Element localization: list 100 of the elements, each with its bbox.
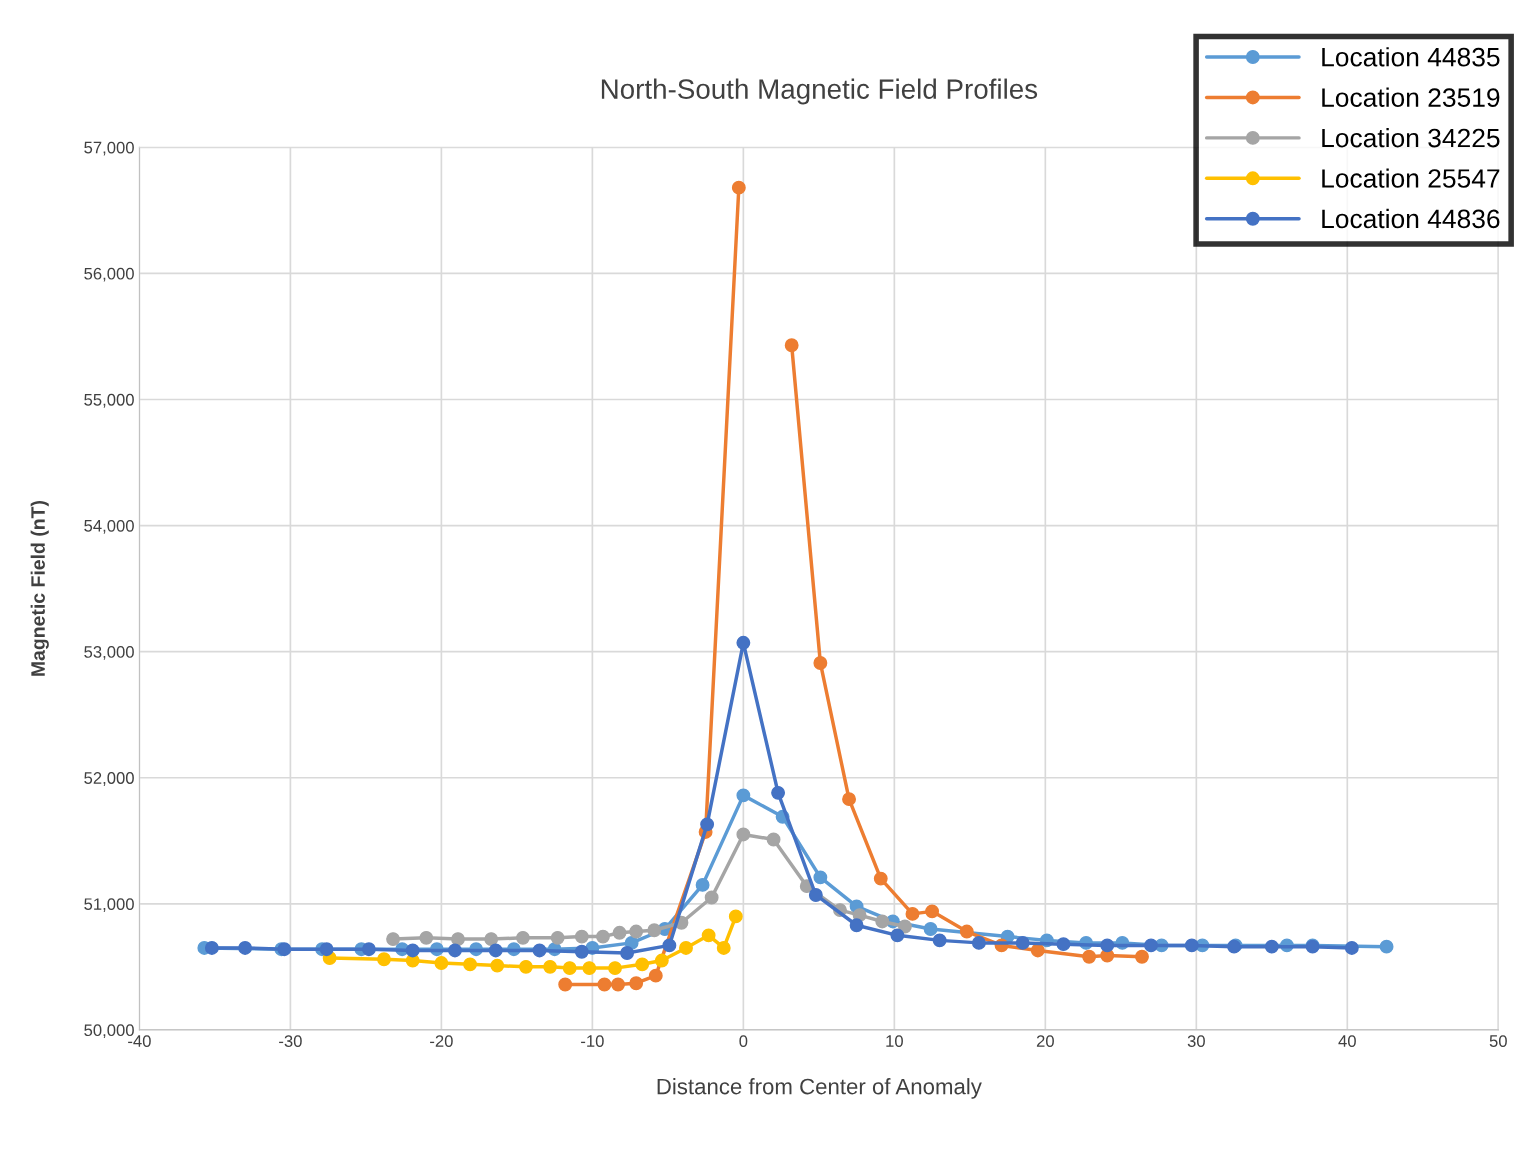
point	[611, 977, 625, 992]
y-tick-label: 51,000	[84, 898, 134, 912]
point	[562, 961, 577, 976]
point	[204, 940, 219, 955]
x-tick-label: 10	[886, 1035, 903, 1047]
point	[647, 923, 662, 938]
x-tick-label: 40	[1338, 1035, 1356, 1047]
point	[766, 832, 781, 847]
point	[971, 935, 986, 950]
point	[728, 909, 743, 924]
x-tick-label: -20	[430, 1035, 453, 1047]
point	[736, 635, 751, 650]
point	[654, 953, 669, 968]
point	[434, 956, 449, 971]
point	[736, 827, 751, 842]
point	[515, 930, 530, 945]
legend-label: Location 44835	[1322, 47, 1500, 67]
point	[550, 930, 565, 945]
point	[1184, 938, 1199, 953]
point	[1135, 949, 1149, 964]
point	[451, 932, 465, 947]
point	[1056, 937, 1071, 952]
point	[361, 942, 376, 957]
point	[518, 959, 533, 974]
point	[1082, 949, 1097, 964]
point	[873, 871, 888, 886]
y-tick-label: 54,000	[84, 519, 134, 534]
point	[488, 943, 503, 958]
legend-label: Location 44836	[1322, 208, 1500, 229]
y-tick-label: 53,000	[84, 646, 134, 660]
point	[875, 914, 890, 929]
point	[842, 792, 856, 807]
point	[620, 946, 635, 960]
point	[1030, 943, 1045, 958]
point	[932, 933, 947, 948]
point	[813, 656, 828, 670]
point	[608, 961, 622, 976]
point	[731, 180, 746, 195]
point	[558, 977, 573, 992]
x-tick-label: -30	[279, 1035, 302, 1047]
point	[635, 957, 650, 972]
point	[959, 924, 974, 939]
point	[543, 959, 558, 974]
point	[813, 870, 828, 885]
point	[595, 929, 610, 944]
point	[925, 904, 940, 919]
point	[419, 930, 434, 945]
point	[1015, 935, 1030, 950]
x-tick-label: 50	[1489, 1035, 1507, 1047]
point	[662, 938, 677, 953]
point	[1379, 939, 1394, 954]
point	[808, 888, 823, 902]
point	[648, 968, 663, 983]
point	[597, 977, 612, 992]
y-tick-label: 55,000	[84, 393, 134, 408]
x-tick-label: -10	[581, 1035, 604, 1047]
point	[897, 919, 912, 934]
point	[629, 976, 644, 991]
point	[386, 932, 401, 947]
point	[574, 944, 589, 959]
y-tick-label: 56,000	[84, 267, 134, 282]
point	[736, 788, 751, 803]
legend-label: Location 25547	[1322, 168, 1500, 188]
point	[484, 932, 499, 947]
point	[679, 940, 693, 955]
point	[377, 952, 391, 967]
x-tick-label: 20	[1036, 1035, 1054, 1047]
legend-label: Location 23519	[1322, 87, 1500, 107]
y-tick-label: 52,000	[84, 772, 134, 786]
point	[923, 922, 938, 936]
point	[784, 338, 799, 353]
point	[905, 906, 920, 921]
point	[532, 943, 547, 958]
point	[849, 918, 864, 933]
point	[448, 943, 462, 958]
point	[612, 925, 627, 940]
point	[574, 929, 589, 944]
point	[1344, 940, 1359, 955]
y-axis-title: Magnetic Field (nT)	[30, 500, 49, 676]
point	[695, 877, 710, 892]
point	[700, 817, 715, 832]
point	[701, 928, 716, 943]
point	[704, 890, 719, 905]
chart-title: North-South Magnetic Field Profiles	[601, 78, 1038, 105]
point	[582, 961, 597, 976]
y-tick-label: 57,000	[84, 141, 134, 156]
point	[890, 928, 905, 943]
x-tick-label: 0	[739, 1035, 748, 1047]
point	[405, 943, 420, 958]
point	[771, 785, 786, 800]
point	[1100, 938, 1115, 953]
legend-label: Location 34225	[1322, 128, 1500, 148]
point	[629, 924, 644, 939]
point	[1264, 939, 1279, 954]
point	[1144, 938, 1158, 953]
x-axis-title: Distance from Center of Anomaly	[657, 1078, 982, 1099]
point	[716, 940, 731, 955]
x-tick-label: 30	[1187, 1035, 1205, 1047]
point	[238, 940, 253, 955]
point	[490, 958, 505, 973]
